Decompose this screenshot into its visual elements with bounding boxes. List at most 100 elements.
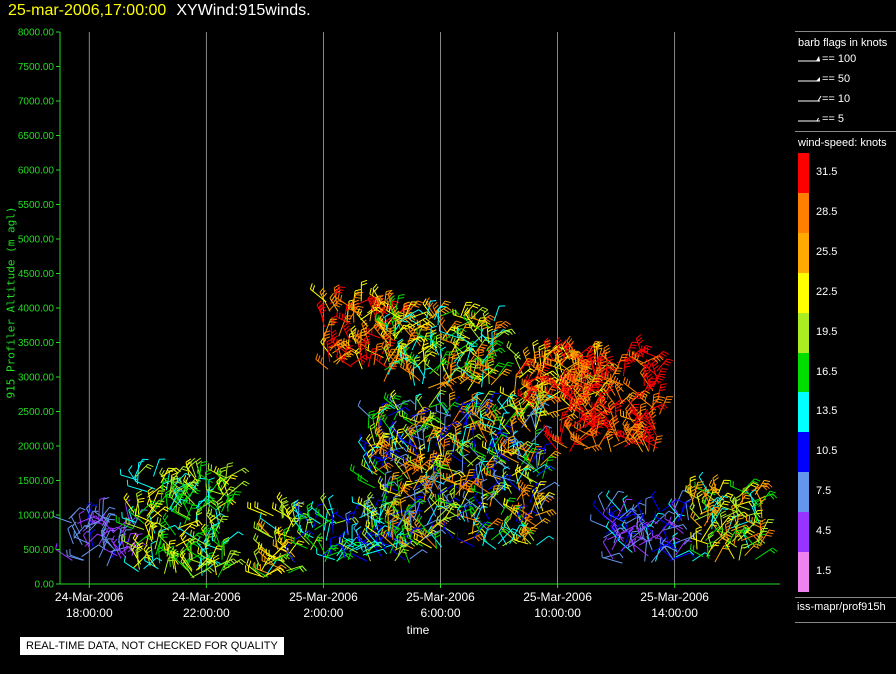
wind-barb-flag: [481, 320, 488, 324]
wind-barb: [493, 305, 500, 322]
wind-barb-flag: [490, 430, 497, 435]
wind-barb: [491, 332, 494, 350]
wind-barb: [493, 459, 511, 470]
wind-barb: [422, 429, 426, 450]
wind-barb-flag: [430, 300, 437, 302]
wind-barb-flag: [389, 405, 395, 410]
wind-barb: [404, 498, 421, 513]
wind-barb-flag: [436, 417, 442, 422]
wind-barb: [364, 338, 368, 360]
wind-barb-flag: [594, 418, 601, 422]
wind-barb-flag: [503, 331, 510, 336]
wind-barb-flag: [604, 409, 611, 414]
wind-barb-flag: [345, 554, 351, 560]
wind-barb-flag: [364, 501, 370, 506]
wind-barb-flag: [627, 396, 634, 400]
wind-barb: [125, 533, 131, 551]
wind-barb: [84, 533, 98, 547]
wind-barb: [413, 359, 426, 379]
wind-barb: [404, 527, 424, 539]
wind-barb-flag: [293, 499, 299, 504]
wind-barb-flag: [320, 309, 327, 314]
wind-barb: [620, 415, 636, 422]
wind-barb-flag: [391, 392, 397, 398]
wind-barb: [656, 384, 662, 404]
wind-barb-flag: [646, 532, 652, 537]
wind-barb-flag: [708, 501, 715, 505]
wind-barb-flag: [546, 364, 553, 367]
wind-barb: [624, 518, 630, 535]
wind-barb: [659, 547, 672, 558]
wind-barb-flag: [420, 528, 425, 535]
wind-barb-flag: [549, 491, 555, 496]
wind-barb: [560, 354, 579, 361]
wind-barb: [606, 434, 612, 453]
wind-barb-flag: [378, 417, 385, 421]
wind-barb-flag: [164, 515, 169, 521]
wind-barb: [319, 291, 331, 312]
colorbar-label: 16.5: [816, 365, 838, 378]
wind-barb-flag: [427, 480, 433, 487]
wind-barb-flag: [633, 513, 638, 520]
wind-barb-flag: [468, 408, 474, 413]
wind-barb-flag: [402, 446, 408, 453]
wind-barb-flag: [536, 451, 543, 455]
wind-barb-flag: [760, 485, 767, 488]
wind-barb-flag: [466, 361, 471, 367]
wind-barb-flag: [638, 339, 644, 345]
wind-barb-flag: [623, 423, 629, 429]
wind-barb: [488, 452, 506, 463]
wind-barb: [437, 501, 457, 511]
wind-barb-flag: [210, 517, 216, 522]
wind-barb-flag: [217, 500, 223, 506]
wind-barb-flag: [539, 377, 545, 383]
wind-barb: [538, 396, 557, 405]
colorbar-label: 19.5: [816, 325, 838, 338]
wind-barb-flag: [257, 522, 260, 529]
wind-barb-flag: [522, 492, 529, 497]
wind-barb: [517, 457, 534, 469]
wind-barb: [160, 479, 164, 501]
wind-barb-flag: [452, 433, 455, 440]
y-tick-label: 8000.00: [18, 28, 55, 39]
wind-barb-flag: [192, 531, 195, 538]
wind-barb-flag: [563, 419, 568, 425]
wind-barb: [533, 481, 541, 496]
wind-barb-flag: [690, 552, 695, 558]
wind-barb-flag: [602, 508, 606, 515]
wind-barb-flag: [480, 308, 487, 313]
wind-barb: [360, 306, 379, 321]
wind-barb-flag: [440, 529, 447, 535]
wind-barb-flag: [159, 530, 164, 537]
wind-barb-flag: [586, 412, 593, 415]
wind-barb: [384, 473, 387, 489]
wind-barb-flag: [650, 411, 656, 417]
wind-barb-flag: [350, 547, 353, 554]
wind-barb: [315, 513, 333, 524]
wind-barb-flag: [384, 313, 391, 318]
wind-barb: [456, 412, 469, 426]
wind-barb-flag: [546, 425, 552, 429]
wind-barb-flag: [598, 355, 604, 361]
wind-barb: [581, 401, 594, 420]
barb-legend-label: == 5: [822, 113, 845, 125]
wind-barb: [457, 514, 477, 522]
wind-barb: [741, 478, 755, 493]
wind-barb-flag: [151, 522, 158, 527]
wind-barb-flag: [283, 538, 288, 544]
wind-barb-flag: [398, 297, 405, 299]
wind-barb-flag: [486, 344, 492, 350]
wind-barb-flag: [287, 509, 292, 515]
wind-barb-flag: [471, 443, 474, 450]
wind-barb-flag: [184, 557, 190, 563]
wind-barb: [366, 453, 378, 472]
wind-barb: [712, 508, 723, 523]
wind-barb-flag: [425, 423, 431, 428]
wind-barb-flag: [444, 437, 451, 441]
wind-barb-flag: [196, 466, 199, 473]
wind-barb-flag: [607, 367, 613, 372]
wind-barb: [502, 538, 515, 547]
wind-barb: [400, 481, 407, 495]
wind-barb-flag: [414, 359, 421, 362]
wind-barb: [408, 329, 421, 347]
